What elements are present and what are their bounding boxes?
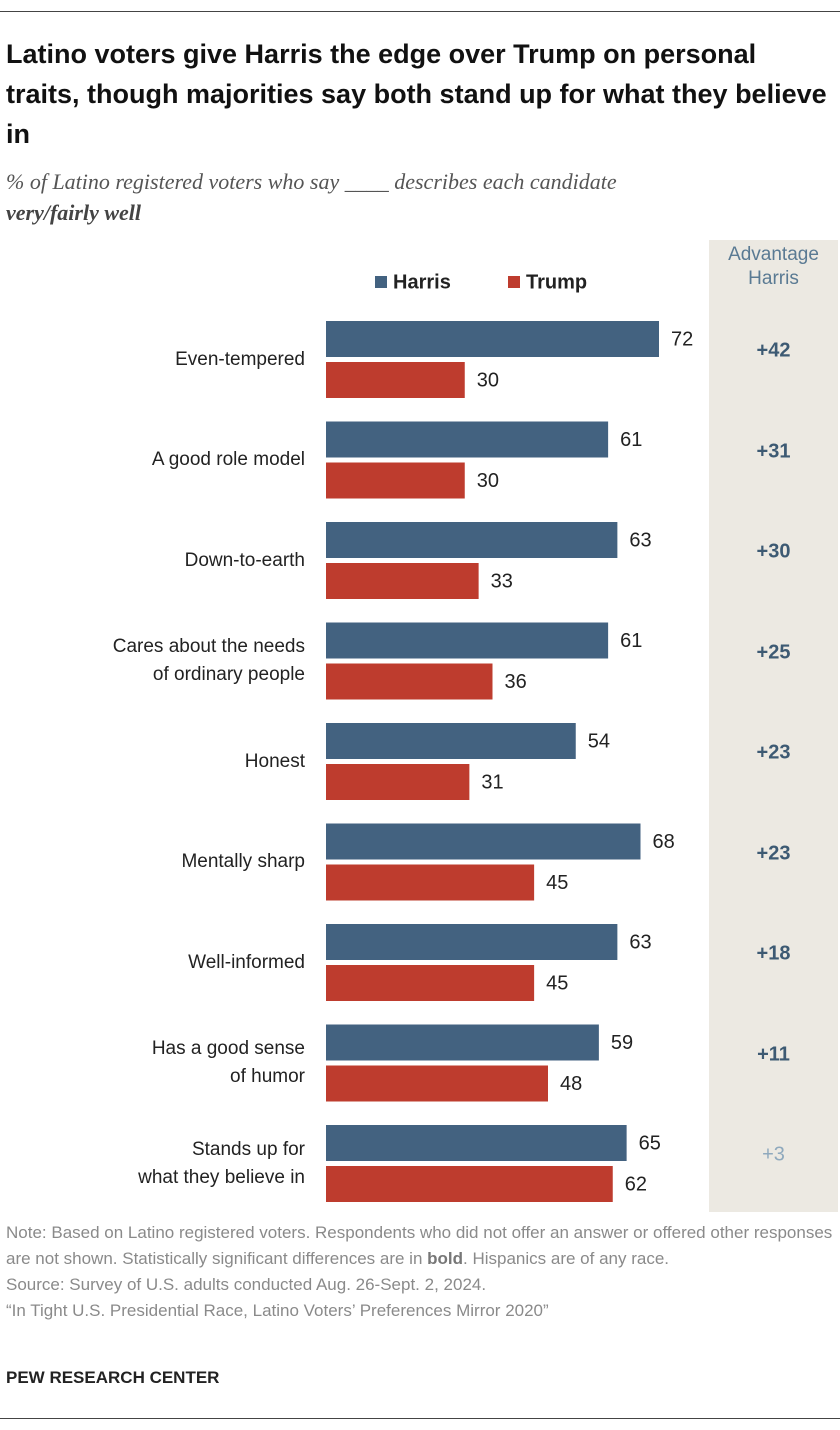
note: . Hispanics are of any race. (463, 1249, 669, 1268)
advantage-value: +3 (762, 1143, 785, 1166)
value-label: 33 (491, 570, 513, 592)
category-label: A good role model (151, 449, 305, 470)
category-label: Honest (244, 750, 305, 772)
legend-label: Harris (393, 271, 451, 293)
value-label: 68 (653, 831, 675, 853)
source: Source: Survey of U.S. adults conducted … (6, 1275, 487, 1294)
advantage-background (709, 240, 838, 1212)
advantage-value: +23 (756, 741, 791, 764)
top-rule (0, 11, 840, 12)
subtitle-text: % of Latino registered voters who say __… (6, 169, 617, 194)
bar (326, 823, 641, 860)
value-label: 48 (560, 1073, 582, 1095)
bar (326, 563, 479, 599)
note-bold: bold (427, 1249, 464, 1268)
report: “In Tight U.S. Presidential Race, Latino… (6, 1301, 549, 1320)
bar (326, 362, 465, 398)
bar (326, 522, 618, 558)
value-label: 36 (505, 671, 527, 693)
advantage-value: +42 (756, 339, 791, 362)
value-label: 65 (639, 1132, 661, 1154)
value-label: 61 (620, 429, 642, 451)
note: Note: Based on Latino registered voters.… (6, 1223, 833, 1268)
category-label: Down-to-earth (184, 549, 305, 571)
subtitle: % of Latino registered voters who say __… (6, 166, 617, 228)
value-label: 62 (625, 1173, 647, 1195)
value-label: 54 (588, 730, 610, 752)
value-label: 72 (671, 328, 693, 350)
advantage-value: +23 (756, 842, 791, 864)
bar (326, 764, 470, 800)
bar (326, 622, 609, 659)
category-label: Even-tempered (175, 348, 305, 370)
bar (326, 965, 535, 1001)
value-label: 45 (546, 972, 568, 994)
category-label: Mentally sharp (181, 851, 305, 872)
advantage-value: +30 (756, 540, 791, 563)
value-label: 61 (620, 630, 642, 652)
category-label: Cares about the needs of ordinary people (112, 636, 305, 685)
advantage-title: Advantage Harris (728, 244, 819, 289)
legend-label: Trump (526, 271, 587, 293)
chart-title: Latino voters give Harris the edge over … (6, 39, 827, 149)
legend-swatch (375, 276, 387, 288)
bar (326, 1166, 613, 1202)
bar (326, 1065, 548, 1102)
credit: PEW RESEARCH CENTER (6, 1368, 220, 1387)
category-label: Stands up for what they believe in (138, 1138, 305, 1188)
value-label: 45 (546, 872, 568, 894)
advantage-value: +25 (756, 641, 791, 663)
footnote: Note: Based on Latino registered voters.… (6, 1220, 836, 1324)
advantage-value: +31 (756, 440, 791, 462)
bar (326, 864, 535, 901)
bar (326, 1125, 627, 1161)
bar (326, 924, 618, 960)
category-label: Has a good sense of humor (151, 1038, 305, 1087)
chart: Harris Trump 72 30 61 30 63 33 61 36 54 31 68 45 63 45 5… (326, 240, 838, 1212)
advantage-value: +11 (757, 1043, 790, 1065)
value-label: 30 (477, 369, 499, 391)
category-label: Well-informed (188, 951, 305, 973)
advantage-value: +18 (756, 942, 791, 965)
bar (326, 321, 659, 357)
value-label: 63 (629, 529, 651, 551)
value-label: 31 (481, 771, 503, 793)
value-label: 30 (477, 470, 499, 492)
bar (326, 723, 576, 759)
subtitle-bold: very/fairly well (6, 200, 142, 225)
value-label: 63 (629, 931, 651, 953)
bar (326, 462, 465, 499)
bottom-rule (0, 1418, 840, 1419)
bar (326, 663, 493, 700)
value-label: 59 (611, 1032, 633, 1054)
bar (326, 1024, 599, 1061)
bar (326, 421, 609, 458)
legend-swatch (508, 276, 520, 288)
